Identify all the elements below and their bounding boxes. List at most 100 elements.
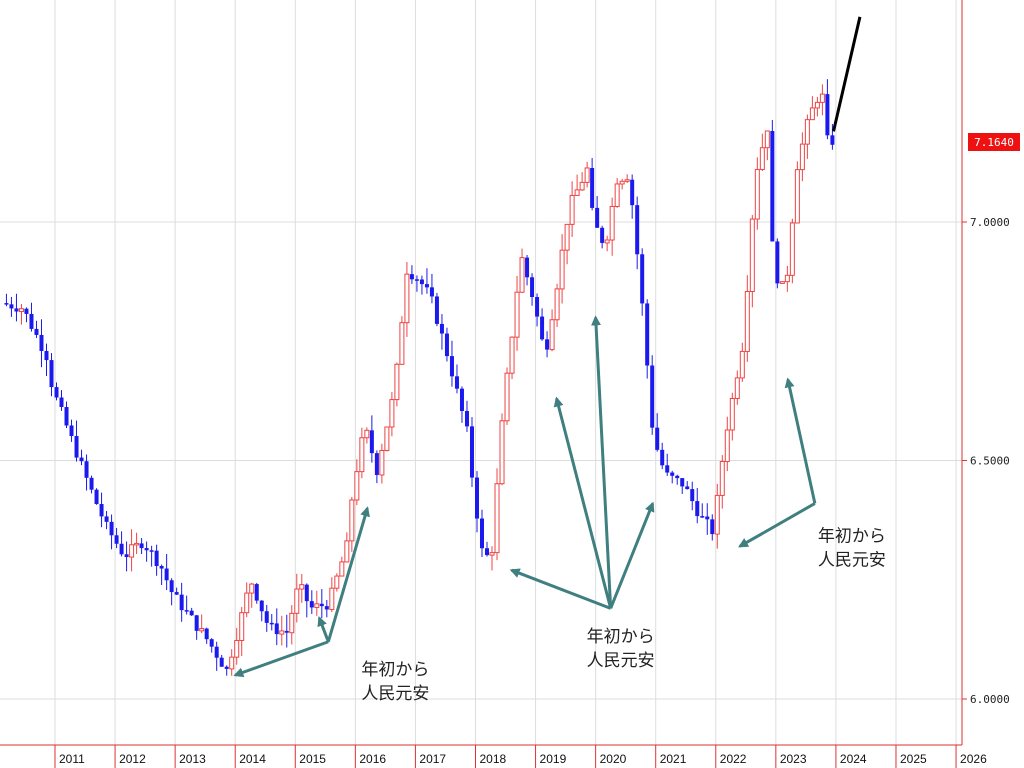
grid	[0, 0, 962, 745]
candle-down	[274, 623, 279, 635]
candle-down	[630, 179, 635, 206]
candle-down	[324, 606, 329, 610]
candle-down	[64, 407, 69, 426]
candle-up	[329, 587, 335, 610]
last-price-tag-text: 7.1640	[974, 136, 1014, 149]
candle-down	[109, 521, 114, 536]
candle-down	[429, 287, 434, 297]
candle-up	[559, 249, 565, 290]
candle-down	[660, 449, 665, 466]
candle-up	[294, 588, 300, 614]
candle-down	[540, 316, 545, 340]
candle-up	[509, 336, 515, 374]
year-tick-label: 2023	[780, 752, 807, 766]
year-tick-label: 2019	[540, 752, 567, 766]
candle-up	[759, 147, 765, 170]
candle-down	[424, 284, 429, 288]
candle-down	[69, 425, 74, 437]
candle-up	[554, 288, 560, 321]
candle-down	[590, 167, 595, 208]
candle-up	[804, 119, 810, 145]
trend-line-segment	[832, 16, 862, 132]
candle-up	[404, 273, 410, 324]
candle-up	[574, 189, 580, 196]
candle-up	[519, 257, 525, 293]
candle-down	[640, 254, 645, 304]
candle-down	[209, 639, 214, 647]
candle-up	[614, 183, 620, 208]
year-tick-label: 2018	[479, 752, 506, 766]
candle-down	[419, 279, 424, 285]
candle-down	[319, 603, 324, 607]
candle-up	[789, 222, 795, 276]
year-tick-label: 2011	[59, 752, 85, 766]
candle-down	[49, 360, 54, 388]
candle-up	[744, 291, 750, 352]
candle-down	[485, 548, 490, 556]
candle-up	[714, 494, 720, 535]
axes	[0, 0, 963, 746]
candle-up	[784, 274, 790, 283]
candle-up	[729, 397, 735, 431]
candle-up	[604, 239, 610, 244]
candle-down	[54, 387, 59, 398]
candle-down	[414, 279, 419, 281]
annotation-arrow	[591, 315, 613, 609]
candle-down	[34, 328, 39, 335]
candle-down	[600, 227, 605, 243]
candle-down	[409, 274, 414, 280]
candle-down	[214, 646, 219, 658]
last-price-tag: 7.1640	[968, 133, 1020, 151]
candle-down	[770, 130, 775, 242]
candle-down	[459, 388, 464, 411]
candle-up	[389, 399, 395, 428]
year-tick-label: 2013	[179, 752, 206, 766]
candle-down	[74, 436, 79, 458]
year-tick-label: 2014	[239, 752, 266, 766]
candle-up	[379, 449, 385, 476]
candle-down	[159, 566, 164, 569]
candle-down	[695, 501, 700, 517]
candle-down	[670, 472, 675, 476]
candle-up	[764, 130, 770, 149]
candle-up	[494, 483, 500, 554]
year-tick-label: 2016	[359, 752, 386, 766]
year-tick-label: 2026	[960, 752, 987, 766]
trend-line	[832, 16, 862, 132]
candle-down	[164, 568, 169, 581]
annotation-text: 人民元安	[361, 684, 429, 704]
annotation-arrow	[326, 506, 370, 643]
candle-down	[369, 430, 374, 454]
candle-down	[59, 397, 64, 408]
candle-down	[269, 622, 274, 625]
candle-up	[134, 542, 140, 546]
candle-up	[199, 628, 205, 632]
candle-up	[754, 168, 760, 220]
year-tick-label: 2025	[900, 752, 927, 766]
candle-down	[39, 334, 44, 351]
candle-up	[239, 612, 245, 641]
candle-down	[254, 584, 259, 601]
candle-down	[4, 303, 9, 305]
candle-down	[219, 657, 224, 667]
year-tick-label: 2017	[419, 752, 446, 766]
candle-up	[394, 363, 400, 401]
candle-up	[719, 461, 725, 496]
candles	[4, 79, 835, 676]
candle-down	[44, 350, 49, 361]
annotation-text: 人民元安	[587, 651, 655, 671]
candle-up	[399, 322, 405, 365]
candle-up	[229, 656, 235, 670]
year-tick-label: 2015	[299, 752, 326, 766]
candle-up	[354, 471, 360, 501]
candle-down	[139, 543, 144, 549]
candle-up	[299, 584, 305, 590]
candle-up	[289, 612, 295, 634]
candle-up	[814, 101, 820, 109]
candle-down	[825, 94, 830, 136]
annotation-arrow	[233, 640, 329, 678]
last-price-tag-box	[968, 133, 1020, 151]
candle-down	[474, 477, 479, 519]
